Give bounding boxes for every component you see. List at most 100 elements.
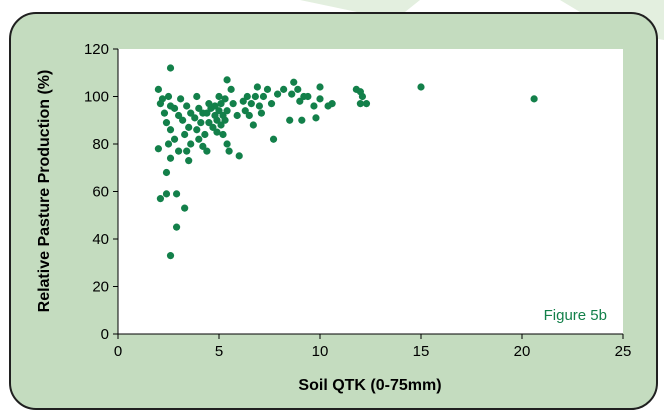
data-point [193,126,201,134]
data-point [175,147,183,155]
data-point [154,85,162,93]
data-point [162,190,171,198]
data-point [175,111,183,120]
data-point [166,154,175,162]
data-point [239,97,247,105]
data-point [195,104,203,112]
data-point [223,107,231,115]
data-point [203,109,211,117]
x-tick-label: 10 [312,343,329,360]
data-point [530,95,538,103]
data-point [215,92,223,101]
data-point [316,95,324,103]
data-points [154,64,538,260]
data-point [199,142,207,150]
data-point [183,102,191,110]
axis-ticks [113,48,624,339]
data-point [257,109,266,117]
data-point [172,190,181,198]
data-point [219,130,227,139]
data-point [197,119,205,127]
data-point [286,116,294,124]
x-tick-label: 15 [413,343,430,360]
data-point [312,114,320,122]
data-point [235,152,243,160]
figure-label: Figure 5b [544,307,607,324]
data-point [160,109,169,117]
data-point [203,147,211,155]
data-point [183,147,191,155]
y-tick-label: 40 [92,231,109,248]
data-point [241,107,249,115]
data-point [316,83,324,91]
tick-labels: 0 20 40 60 80 100 120 0 5 10 15 20 25 [84,41,631,360]
data-point [172,223,181,231]
data-point [191,114,199,122]
data-point [245,111,253,120]
plot-area [118,49,623,334]
x-tick-label: 0 [114,343,122,360]
y-tick-label: 20 [92,279,109,296]
data-point [298,116,306,124]
x-tick-label: 5 [215,343,223,360]
data-point [223,76,231,84]
data-point [310,102,318,110]
data-point [288,90,296,98]
data-point [267,100,276,108]
data-point [227,85,235,93]
data-point [193,92,201,101]
data-point [181,204,189,212]
data-point [213,128,221,136]
data-point [296,97,304,105]
data-point [221,95,229,103]
data-point [170,135,179,143]
data-point [255,102,263,110]
data-point [225,147,233,155]
data-point [269,135,278,143]
data-point [247,100,255,108]
data-point [259,92,268,101]
data-point [187,109,195,117]
data-point [164,140,173,148]
y-tick-label: 60 [92,184,109,201]
x-tick-label: 20 [514,343,531,360]
data-point [263,85,272,93]
y-tick-label: 100 [84,89,109,106]
y-axis-label: Relative Pasture Production (%) [36,70,53,313]
data-point [249,121,257,129]
data-point [156,100,165,108]
data-point [243,92,251,101]
data-point [164,92,173,101]
y-tick-label: 80 [92,136,109,153]
data-point [166,252,175,260]
data-point [304,92,312,101]
data-point [195,135,203,143]
data-point [221,116,229,124]
data-point [217,121,225,129]
data-point [273,90,282,98]
data-point [166,126,175,134]
data-point [223,140,231,148]
data-point [233,111,241,120]
data-point [417,83,425,91]
data-point [251,92,259,101]
data-point [154,145,162,153]
data-point [185,157,193,165]
data-point [162,168,171,177]
data-point [229,100,237,108]
data-point [205,119,213,127]
x-tick-label: 25 [615,343,632,360]
data-point [328,100,336,108]
x-axis-label: Soil QTK (0-75mm) [298,377,441,394]
data-point [280,85,288,93]
data-point [166,64,175,72]
data-point [181,130,189,139]
data-point [185,123,193,131]
data-point [177,95,185,103]
data-point [358,92,367,101]
data-point [201,130,209,139]
y-tick-label: 120 [84,41,109,58]
data-point [211,102,219,110]
